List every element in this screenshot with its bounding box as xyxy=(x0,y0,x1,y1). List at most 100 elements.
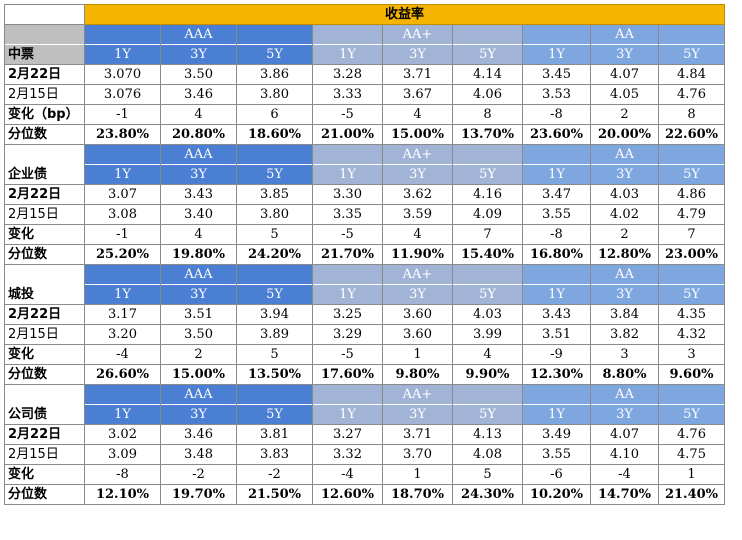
table-cell: 4.86 xyxy=(658,184,725,205)
table-row: 2月22日 3.02 3.46 3.81 3.27 3.71 4.13 3.49 4.07 4.7… xyxy=(4,424,725,445)
rating-cell xyxy=(522,264,591,285)
table-cell: 21.40% xyxy=(658,484,725,505)
section-header-ratings: AAA AA+ AA xyxy=(4,264,725,285)
table-cell: 24.30% xyxy=(452,484,523,505)
table-cell: 3.45 xyxy=(522,64,591,85)
table-row: 分位数 23.80% 20.80% 18.60% 21.00% 15.00% 13.70% 2… xyxy=(4,124,725,145)
row-label: 2月22日 xyxy=(4,424,85,445)
table-cell: 1 xyxy=(382,344,453,365)
table-row: 变化（bp） -1 4 6 -5 4 8 -8 2 8 xyxy=(4,104,725,125)
table-cell: 4.75 xyxy=(658,444,725,465)
table-cell: 3.48 xyxy=(160,444,237,465)
table-cell: 4.79 xyxy=(658,204,725,225)
table-cell: 4.03 xyxy=(590,184,659,205)
table-cell: -4 xyxy=(590,464,659,485)
table-cell: 4.32 xyxy=(658,324,725,345)
table-cell: 3.80 xyxy=(236,84,313,105)
table-cell: 3.070 xyxy=(84,64,161,85)
section-corner xyxy=(4,24,85,45)
tenor-label: 1Y xyxy=(522,44,591,65)
table-cell: 4.06 xyxy=(452,84,523,105)
rating-cell xyxy=(312,264,383,285)
table-cell: 11.90% xyxy=(382,244,453,265)
table-cell: 14.70% xyxy=(590,484,659,505)
row-label: 变化 xyxy=(4,224,85,245)
table-cell: 3.83 xyxy=(236,444,313,465)
table-cell: 3.43 xyxy=(522,304,591,325)
table-cell: 17.60% xyxy=(312,364,383,385)
table-cell: 3.02 xyxy=(84,424,161,445)
table-cell: 4 xyxy=(382,104,453,125)
table-row: 变化 -1 4 5 -5 4 7 -8 2 7 xyxy=(4,224,725,245)
table-cell: 3 xyxy=(590,344,659,365)
tenor-label: 5Y xyxy=(658,404,725,425)
tenor-label: 3Y xyxy=(382,284,453,305)
table-cell: 20.80% xyxy=(160,124,237,145)
table-cell: 3.076 xyxy=(84,84,161,105)
tenor-label: 5Y xyxy=(658,284,725,305)
table-cell: 4.03 xyxy=(452,304,523,325)
table-cell: 15.00% xyxy=(382,124,453,145)
rating-label-aaa: AAA xyxy=(160,384,237,405)
rating-label-aa-plus: AA+ xyxy=(382,384,453,405)
table-cell: 3.30 xyxy=(312,184,383,205)
tenor-label: 3Y xyxy=(590,44,659,65)
table-cell: 23.80% xyxy=(84,124,161,145)
tenor-label: 3Y xyxy=(382,404,453,425)
table-cell: 7 xyxy=(658,224,725,245)
section-name: 中票 xyxy=(4,44,85,65)
table-cell: 4.07 xyxy=(590,424,659,445)
table-cell: 3.35 xyxy=(312,204,383,225)
table-cell: 3.20 xyxy=(84,324,161,345)
table-cell: 3.50 xyxy=(160,64,237,85)
section-corner xyxy=(4,264,85,285)
table-cell: -8 xyxy=(84,464,161,485)
section-header-ratings: AAA AA+ AA xyxy=(4,384,725,405)
rating-cell xyxy=(236,384,313,405)
table-cell: 9.90% xyxy=(452,364,523,385)
row-label: 2月15日 xyxy=(4,324,85,345)
tenor-label: 1Y xyxy=(312,284,383,305)
table-cell: 3.84 xyxy=(590,304,659,325)
table-cell: 12.80% xyxy=(590,244,659,265)
table-cell: 23.60% xyxy=(522,124,591,145)
tenor-label: 3Y xyxy=(382,44,453,65)
tenor-label: 1Y xyxy=(312,44,383,65)
table-cell: -2 xyxy=(160,464,237,485)
tenor-label: 1Y xyxy=(84,164,161,185)
rating-cell xyxy=(236,264,313,285)
table-cell: 3.50 xyxy=(160,324,237,345)
tenor-label: 5Y xyxy=(452,404,523,425)
table-cell: 5 xyxy=(236,344,313,365)
tenor-label: 3Y xyxy=(382,164,453,185)
row-label: 2月15日 xyxy=(4,204,85,225)
rating-cell xyxy=(658,144,725,165)
table-cell: 8.80% xyxy=(590,364,659,385)
table-cell: 26.60% xyxy=(84,364,161,385)
row-label: 变化 xyxy=(4,344,85,365)
table-cell: 4.35 xyxy=(658,304,725,325)
yield-table-body: 收益率 AAA AA+ AA 中票 1Y 3Y 5Y 1Y 3Y 5Y 1Y 3Y 5Y 2月22日 3.0… xyxy=(4,4,725,505)
table-row: 2月22日 3.070 3.50 3.86 3.28 3.71 4.14 3.45 4.07 4.… xyxy=(4,64,725,85)
table-cell: 3.70 xyxy=(382,444,453,465)
table-cell: -1 xyxy=(84,224,161,245)
section-name: 企业债 xyxy=(4,164,85,185)
row-label: 2月15日 xyxy=(4,444,85,465)
table-cell: 13.70% xyxy=(452,124,523,145)
table-cell: 20.00% xyxy=(590,124,659,145)
rating-label-aa-plus: AA+ xyxy=(382,264,453,285)
rating-cell xyxy=(658,24,725,45)
rating-label-aa-plus: AA+ xyxy=(382,144,453,165)
table-cell: 4.02 xyxy=(590,204,659,225)
table-cell: 8 xyxy=(658,104,725,125)
section-header-tenors: 企业债 1Y 3Y 5Y 1Y 3Y 5Y 1Y 3Y 5Y xyxy=(4,164,725,185)
rating-label-aa: AA xyxy=(590,384,659,405)
table-cell: 4.76 xyxy=(658,84,725,105)
tenor-label: 5Y xyxy=(236,44,313,65)
table-cell: 3.55 xyxy=(522,444,591,465)
rating-cell xyxy=(452,384,523,405)
table-cell: 4.13 xyxy=(452,424,523,445)
tenor-label: 5Y xyxy=(452,44,523,65)
table-cell: 8 xyxy=(452,104,523,125)
table-cell: 3.55 xyxy=(522,204,591,225)
